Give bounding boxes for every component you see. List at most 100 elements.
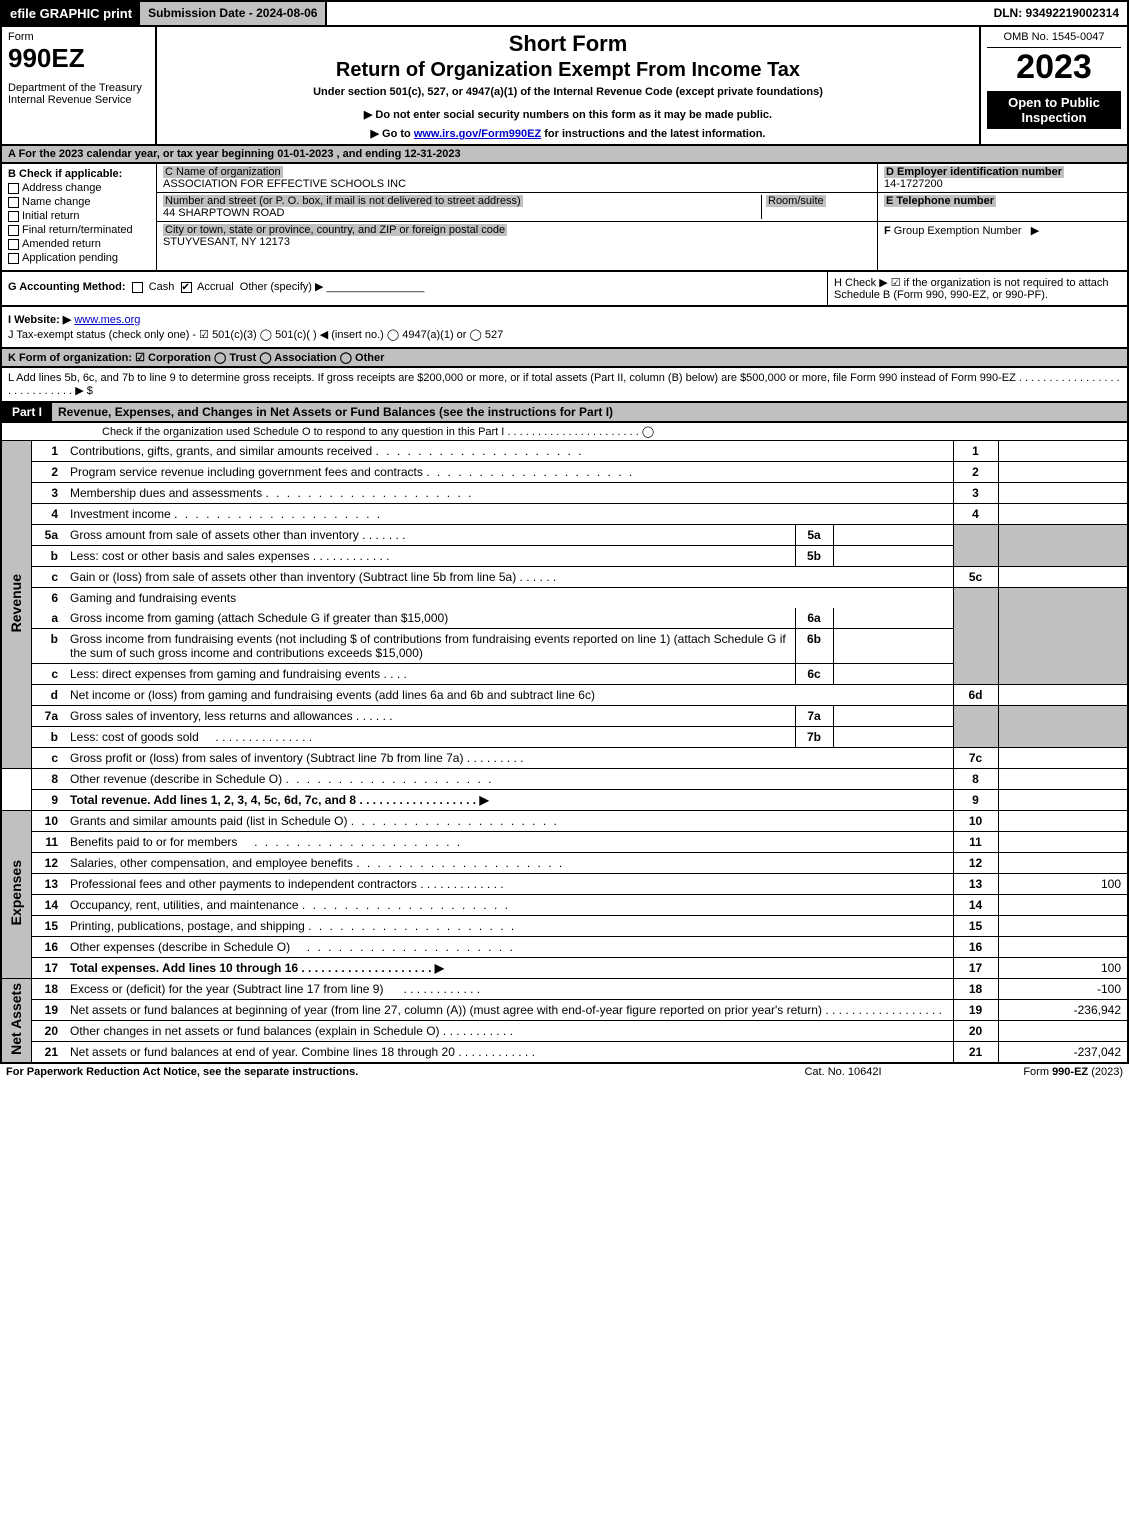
goto-post: for instructions and the latest informat… [541,128,765,140]
row-a-text: A For the 2023 calendar year, or tax yea… [8,148,461,160]
section-bcdef: B Check if applicable: Address change Na… [0,164,1129,272]
l6a-mval [833,608,953,629]
g-cash: Cash [149,281,175,293]
l11-rlbl: 11 [953,832,998,853]
side-expenses: Expenses [8,860,24,925]
row-gh: G Accounting Method: Cash Accrual Other … [0,272,1129,307]
cb-final-return[interactable]: Final return/terminated [8,224,150,236]
l3-rlbl: 3 [953,483,998,504]
l6d-num: d [31,685,66,706]
row-ij: I Website: ▶ www.mes.org J Tax-exempt st… [0,307,1129,349]
g-label: G Accounting Method: [8,281,126,293]
line-14: 14 Occupancy, rent, utilities, and maint… [1,895,1128,916]
cb-final-return-label: Final return/terminated [22,224,133,236]
cb-name-change-label: Name change [22,196,91,208]
l6b-desc: Gross income from fundraising events (no… [66,629,795,664]
l18-num: 18 [31,979,66,1000]
line-11: 11 Benefits paid to or for members 11 [1,832,1128,853]
l20-rval [998,1021,1128,1042]
part1-subtitle: Check if the organization used Schedule … [0,423,1129,441]
cb-accrual[interactable] [181,282,192,293]
line-6d: d Net income or (loss) from gaming and f… [1,685,1128,706]
f-group-label: F Group Exemption Number ▶ [884,225,1039,237]
l5a-mval [833,525,953,546]
l8-rlbl: 8 [953,769,998,790]
l10-rlbl: 10 [953,811,998,832]
l6d-rval [998,685,1128,706]
l20-desc: Other changes in net assets or fund bala… [70,1024,440,1038]
side-netassets: Net Assets [8,983,24,1055]
l18-rlbl: 18 [953,979,998,1000]
h-text: H Check ▶ ☑ if the organization is not r… [834,277,1109,301]
dln-label: DLN: 93492219002314 [986,2,1127,25]
side-revenue: Revenue [8,574,24,632]
line-12: 12 Salaries, other compensation, and emp… [1,853,1128,874]
l19-num: 19 [31,1000,66,1021]
l1-num: 1 [31,441,66,462]
l19-desc: Net assets or fund balances at beginning… [70,1003,822,1017]
l2-num: 2 [31,462,66,483]
website-link[interactable]: www.mes.org [74,314,140,326]
l6a-num: a [31,608,66,629]
l5a-desc: Gross amount from sale of assets other t… [70,528,359,542]
l6d-desc: Net income or (loss) from gaming and fun… [66,685,953,706]
title-short-form: Short Form [165,31,971,57]
l3-desc: Membership dues and assessments [70,486,262,500]
org-name: ASSOCIATION FOR EFFECTIVE SCHOOLS INC [163,178,406,190]
l7c-desc: Gross profit or (loss) from sales of inv… [70,751,463,765]
l1-desc: Contributions, gifts, grants, and simila… [70,444,372,458]
l5b-mlbl: 5b [795,546,833,567]
footer-catno: Cat. No. 10642I [743,1066,943,1078]
l10-desc: Grants and similar amounts paid (list in… [70,814,347,828]
line-3: 3 Membership dues and assessments 3 [1,483,1128,504]
e-phone-label: E Telephone number [884,195,996,207]
col-def: D Employer identification number 14-1727… [877,164,1127,270]
cb-cash[interactable] [132,282,143,293]
l7ab-shade [953,706,998,748]
l14-rval [998,895,1128,916]
k-text: K Form of organization: ☑ Corporation ◯ … [8,352,384,364]
i-label: I Website: ▶ [8,314,71,326]
c-city-label: City or town, state or province, country… [163,224,507,236]
l5ab-shade-val [998,525,1128,567]
l9-num: 9 [31,790,66,811]
l19-rlbl: 19 [953,1000,998,1021]
l13-rlbl: 13 [953,874,998,895]
line-1: Revenue 1 Contributions, gifts, grants, … [1,441,1128,462]
efile-print-button[interactable]: efile GRAPHIC print [2,2,140,25]
header-right: OMB No. 1545-0047 2023 Open to Public In… [979,27,1127,144]
l13-num: 13 [31,874,66,895]
cb-name-change[interactable]: Name change [8,196,150,208]
l7b-desc: Less: cost of goods sold [70,730,199,744]
l7b-mlbl: 7b [795,727,833,748]
l7a-num: 7a [31,706,66,727]
l1-rval [998,441,1128,462]
cb-application-pending[interactable]: Application pending [8,252,150,264]
irs-link[interactable]: www.irs.gov/Form990EZ [414,128,541,140]
l18-rval: -100 [998,979,1128,1000]
l17-num: 17 [31,958,66,979]
l6c-desc: Less: direct expenses from gaming and fu… [70,667,380,681]
l7b-mval [833,727,953,748]
l5b-mval [833,546,953,567]
l14-rlbl: 14 [953,895,998,916]
c-city-row: City or town, state or province, country… [157,222,877,250]
line-5c: c Gain or (loss) from sale of assets oth… [1,567,1128,588]
cb-initial-return[interactable]: Initial return [8,210,150,222]
line-16: 16 Other expenses (describe in Schedule … [1,937,1128,958]
part1-table: Revenue 1 Contributions, gifts, grants, … [0,441,1129,1064]
l15-rval [998,916,1128,937]
col-c-org-info: C Name of organization ASSOCIATION FOR E… [157,164,877,270]
l11-desc: Benefits paid to or for members [70,835,237,849]
cb-amended-return[interactable]: Amended return [8,238,150,250]
line-7c: c Gross profit or (loss) from sales of i… [1,748,1128,769]
line-21: 21 Net assets or fund balances at end of… [1,1042,1128,1064]
cb-initial-return-label: Initial return [22,210,79,222]
ein-value: 14-1727200 [884,178,943,190]
cb-address-change[interactable]: Address change [8,182,150,194]
l16-desc: Other expenses (describe in Schedule O) [70,940,290,954]
l7c-num: c [31,748,66,769]
l17-rval: 100 [998,958,1128,979]
l12-rlbl: 12 [953,853,998,874]
room-label: Room/suite [766,195,826,207]
